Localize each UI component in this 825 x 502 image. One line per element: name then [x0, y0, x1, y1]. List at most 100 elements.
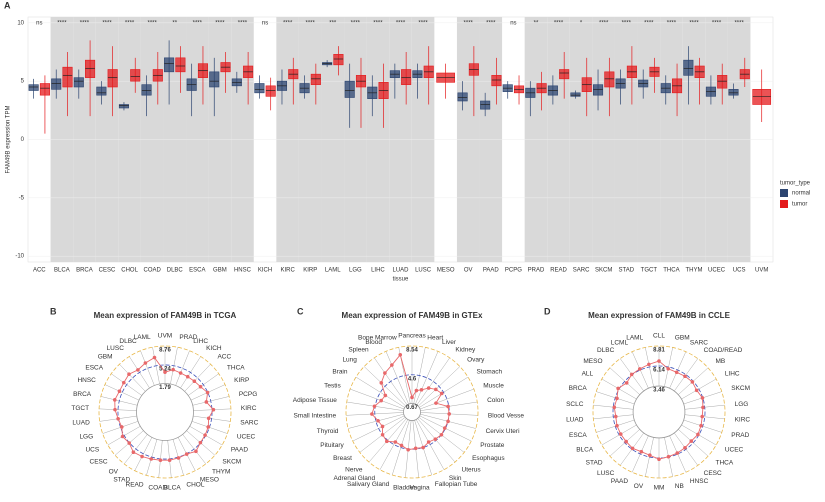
chart-title: Mean expression of FAM49B in GTEx	[342, 311, 483, 320]
radar-point	[205, 390, 210, 395]
chart-title: Mean expression of FAM49B in TCGA	[94, 311, 237, 320]
radar-point	[399, 443, 404, 448]
category-label: KICH	[206, 345, 222, 352]
spoke	[99, 408, 137, 411]
y-tick-label: -5	[19, 195, 25, 201]
significance-label: ****	[486, 21, 496, 27]
x-tick-label: PCPG	[505, 268, 522, 274]
category-label: GBM	[675, 334, 690, 341]
x-tick-label: THYM	[685, 268, 702, 274]
box	[73, 77, 84, 88]
radar-point	[647, 362, 651, 367]
category-label: UCEC	[725, 447, 744, 454]
significance-label: ****	[396, 21, 406, 27]
radar-point	[434, 387, 438, 392]
significance-label: ****	[193, 21, 203, 27]
category-label: MB	[715, 358, 725, 365]
significance-label: ****	[125, 21, 135, 27]
category-label: CESC	[90, 458, 108, 465]
category-label: LAML	[134, 334, 151, 341]
chart-title: Mean expression of FAM49B in CCLE	[588, 311, 730, 320]
category-label: UVM	[158, 333, 172, 340]
x-axis-label: tissue	[393, 277, 409, 283]
box	[175, 57, 186, 73]
category-label: PRAD	[731, 432, 749, 439]
category-label: BRCA	[73, 391, 92, 398]
category-label: CESC	[704, 470, 722, 477]
significance-label: ****	[599, 21, 609, 27]
x-tick-label: ACC	[33, 268, 46, 274]
significance-label: ****	[712, 21, 722, 27]
radar-point	[384, 439, 389, 444]
category-label: Pancreas	[398, 333, 426, 340]
category-label: Adrenal Gland	[334, 475, 376, 482]
radar-point	[112, 398, 117, 402]
radar-point	[185, 374, 190, 379]
radar-point	[379, 381, 384, 385]
category-label: LIHC	[193, 338, 208, 345]
category-label: Uterus	[462, 466, 482, 473]
x-tick-label: CESC	[99, 268, 116, 274]
box	[717, 75, 728, 89]
radar-point	[426, 440, 431, 444]
radar-point	[406, 447, 410, 452]
significance-label: ****	[667, 21, 677, 27]
category-label: STAD	[113, 476, 130, 483]
category-label: THCA	[715, 460, 733, 467]
category-label: NB	[675, 483, 684, 490]
radar-point	[615, 423, 619, 428]
radar-point	[624, 381, 629, 385]
radar-point	[639, 449, 644, 454]
radar-line	[613, 360, 704, 460]
r-tick-label: 4.6	[408, 376, 417, 382]
category-label: ALL	[582, 371, 594, 378]
box	[51, 78, 62, 90]
x-tick-label: GBM	[213, 268, 227, 274]
x-tick-label: MESO	[437, 268, 455, 274]
box	[592, 84, 604, 96]
significance-label: ns	[36, 21, 42, 27]
box	[254, 83, 265, 94]
spoke	[385, 351, 409, 405]
radar-point	[700, 414, 705, 419]
category-label: Fallopian Tube	[435, 481, 478, 488]
radar-point	[121, 380, 126, 385]
x-tick-label: ESCA	[189, 268, 205, 274]
category-label: SARC	[240, 420, 258, 427]
significance-label: ****	[554, 21, 564, 27]
radar-point	[198, 384, 203, 389]
r-tick-label: 6.14	[653, 368, 665, 374]
category-label: TGCT	[71, 405, 89, 412]
significance-label: ****	[238, 21, 248, 27]
category-label: READ	[126, 482, 144, 489]
category-label: Ovary	[467, 356, 485, 363]
box	[96, 86, 107, 96]
grid-ring	[98, 345, 232, 479]
box	[683, 59, 694, 76]
radar-point	[694, 388, 699, 393]
radar-point	[447, 412, 451, 416]
significance-label: ****	[622, 21, 632, 27]
r-tick-label: 8.54	[406, 348, 418, 354]
legend-label: normal	[792, 191, 810, 197]
category-label: KIRC	[735, 417, 751, 424]
grid-ring	[136, 383, 194, 441]
radar-point	[379, 398, 383, 403]
category-label: Breast	[333, 455, 352, 462]
radar-point	[120, 434, 125, 439]
radar-point	[163, 370, 167, 374]
radar-line	[114, 356, 214, 461]
radar-point	[206, 416, 211, 421]
r-tick-label: 8.81	[653, 348, 665, 354]
box	[344, 80, 355, 98]
y-tick-label: 5	[21, 79, 25, 85]
x-tick-label: STAD	[618, 268, 634, 274]
category-label: KIRC	[241, 405, 257, 412]
x-tick-label: LUSC	[415, 268, 432, 274]
radar-point	[689, 439, 694, 443]
category-label: COAD	[148, 484, 167, 491]
x-tick-label: KIRP	[303, 268, 317, 274]
category-label: DLBC	[119, 338, 137, 345]
category-label: HNSC	[77, 377, 96, 384]
y-axis-label: FAM49B expression TPM	[6, 106, 12, 174]
